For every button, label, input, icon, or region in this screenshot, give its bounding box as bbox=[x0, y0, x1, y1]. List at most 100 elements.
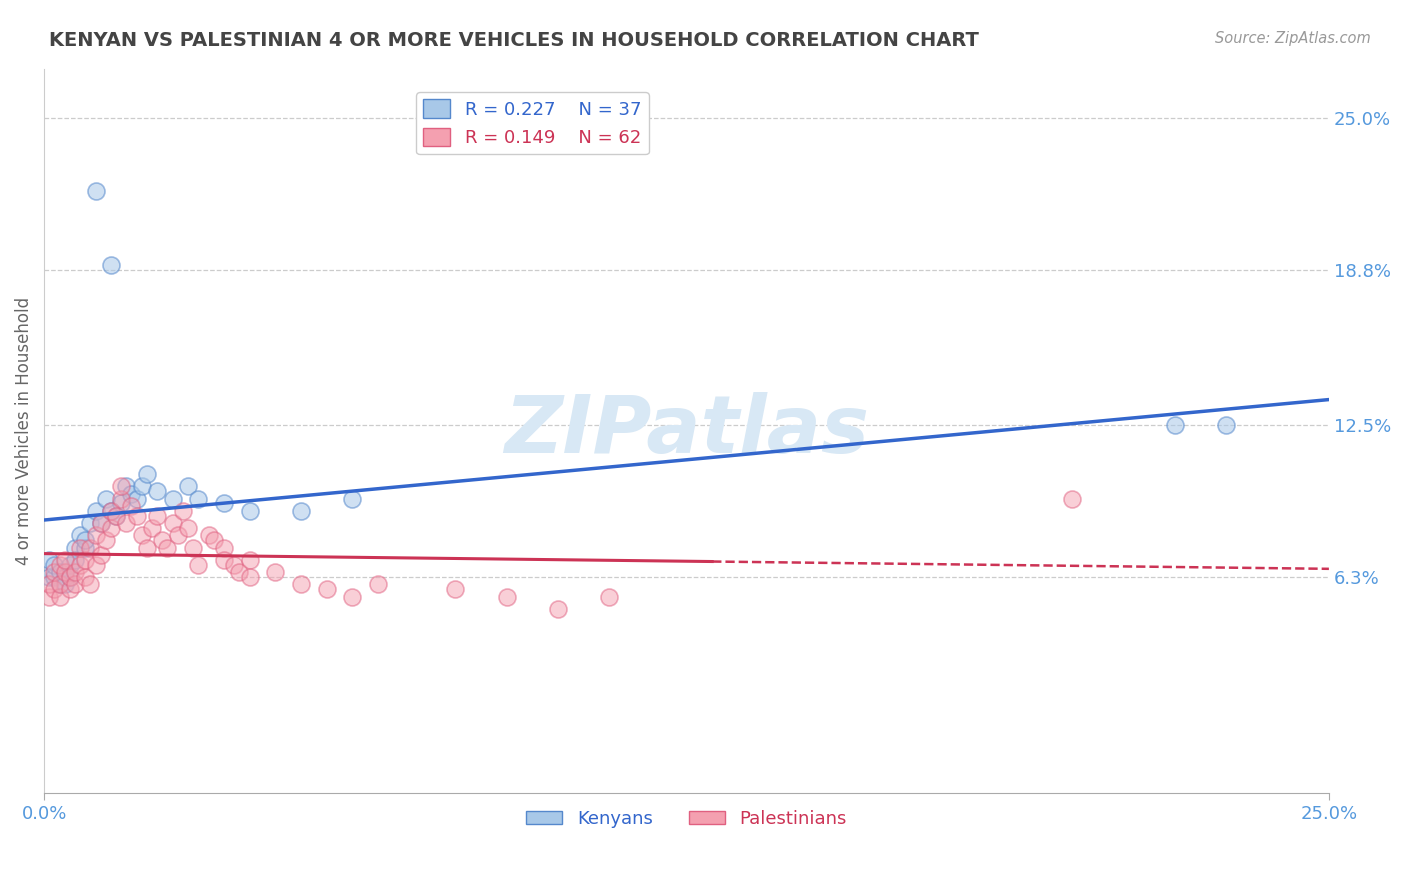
Point bbox=[162, 516, 184, 530]
Point bbox=[290, 577, 312, 591]
Point bbox=[94, 533, 117, 548]
Point bbox=[1215, 417, 1237, 432]
Point bbox=[84, 504, 107, 518]
Point bbox=[90, 516, 112, 530]
Point bbox=[146, 484, 169, 499]
Point bbox=[121, 499, 143, 513]
Point bbox=[94, 491, 117, 506]
Point bbox=[187, 491, 209, 506]
Point bbox=[79, 541, 101, 555]
Point bbox=[63, 565, 86, 579]
Point bbox=[547, 602, 569, 616]
Point bbox=[135, 467, 157, 481]
Point bbox=[53, 570, 76, 584]
Point bbox=[239, 553, 262, 567]
Point bbox=[44, 558, 66, 572]
Point bbox=[1060, 491, 1083, 506]
Point bbox=[75, 541, 97, 555]
Point bbox=[38, 590, 60, 604]
Point bbox=[90, 548, 112, 562]
Point bbox=[264, 565, 287, 579]
Point bbox=[172, 504, 194, 518]
Point bbox=[44, 565, 66, 579]
Point bbox=[63, 541, 86, 555]
Point bbox=[131, 479, 153, 493]
Text: Source: ZipAtlas.com: Source: ZipAtlas.com bbox=[1215, 31, 1371, 46]
Point bbox=[121, 486, 143, 500]
Point bbox=[141, 521, 163, 535]
Point bbox=[75, 570, 97, 584]
Point bbox=[53, 553, 76, 567]
Point bbox=[59, 582, 82, 597]
Point bbox=[1164, 417, 1187, 432]
Point bbox=[63, 553, 86, 567]
Point bbox=[44, 582, 66, 597]
Point bbox=[239, 504, 262, 518]
Point bbox=[105, 508, 128, 523]
Y-axis label: 4 or more Vehicles in Household: 4 or more Vehicles in Household bbox=[15, 297, 32, 565]
Point bbox=[48, 577, 70, 591]
Point bbox=[131, 528, 153, 542]
Point bbox=[100, 504, 122, 518]
Point bbox=[84, 528, 107, 542]
Text: ZIPatlas: ZIPatlas bbox=[503, 392, 869, 470]
Point bbox=[79, 577, 101, 591]
Point bbox=[598, 590, 620, 604]
Point bbox=[69, 541, 91, 555]
Point bbox=[166, 528, 188, 542]
Point bbox=[367, 577, 389, 591]
Point bbox=[342, 590, 364, 604]
Point bbox=[69, 558, 91, 572]
Point bbox=[197, 528, 219, 542]
Point bbox=[495, 590, 517, 604]
Point bbox=[146, 508, 169, 523]
Point bbox=[290, 504, 312, 518]
Point bbox=[156, 541, 179, 555]
Point bbox=[48, 590, 70, 604]
Point bbox=[342, 491, 364, 506]
Point bbox=[125, 491, 148, 506]
Point bbox=[100, 258, 122, 272]
Point bbox=[84, 558, 107, 572]
Point bbox=[100, 521, 122, 535]
Point bbox=[212, 541, 235, 555]
Point bbox=[181, 541, 204, 555]
Point bbox=[38, 570, 60, 584]
Point bbox=[48, 558, 70, 572]
Point bbox=[63, 577, 86, 591]
Point bbox=[228, 565, 250, 579]
Point bbox=[90, 516, 112, 530]
Point bbox=[79, 516, 101, 530]
Point bbox=[177, 479, 200, 493]
Point bbox=[110, 479, 132, 493]
Point bbox=[187, 558, 209, 572]
Point bbox=[38, 577, 60, 591]
Point bbox=[125, 508, 148, 523]
Point bbox=[315, 582, 337, 597]
Point bbox=[69, 528, 91, 542]
Point bbox=[59, 570, 82, 584]
Point bbox=[38, 553, 60, 567]
Point bbox=[115, 479, 138, 493]
Text: KENYAN VS PALESTINIAN 4 OR MORE VEHICLES IN HOUSEHOLD CORRELATION CHART: KENYAN VS PALESTINIAN 4 OR MORE VEHICLES… bbox=[49, 31, 979, 50]
Point bbox=[59, 558, 82, 572]
Point bbox=[212, 496, 235, 510]
Point bbox=[84, 185, 107, 199]
Legend: Kenyans, Palestinians: Kenyans, Palestinians bbox=[519, 803, 853, 835]
Point bbox=[75, 533, 97, 548]
Point bbox=[110, 496, 132, 510]
Point bbox=[444, 582, 467, 597]
Point bbox=[59, 570, 82, 584]
Point bbox=[110, 491, 132, 506]
Point bbox=[212, 553, 235, 567]
Point bbox=[53, 565, 76, 579]
Point bbox=[177, 521, 200, 535]
Point bbox=[44, 570, 66, 584]
Point bbox=[224, 558, 246, 572]
Point bbox=[100, 504, 122, 518]
Point bbox=[162, 491, 184, 506]
Point bbox=[48, 577, 70, 591]
Point bbox=[115, 516, 138, 530]
Point bbox=[105, 508, 128, 523]
Point bbox=[135, 541, 157, 555]
